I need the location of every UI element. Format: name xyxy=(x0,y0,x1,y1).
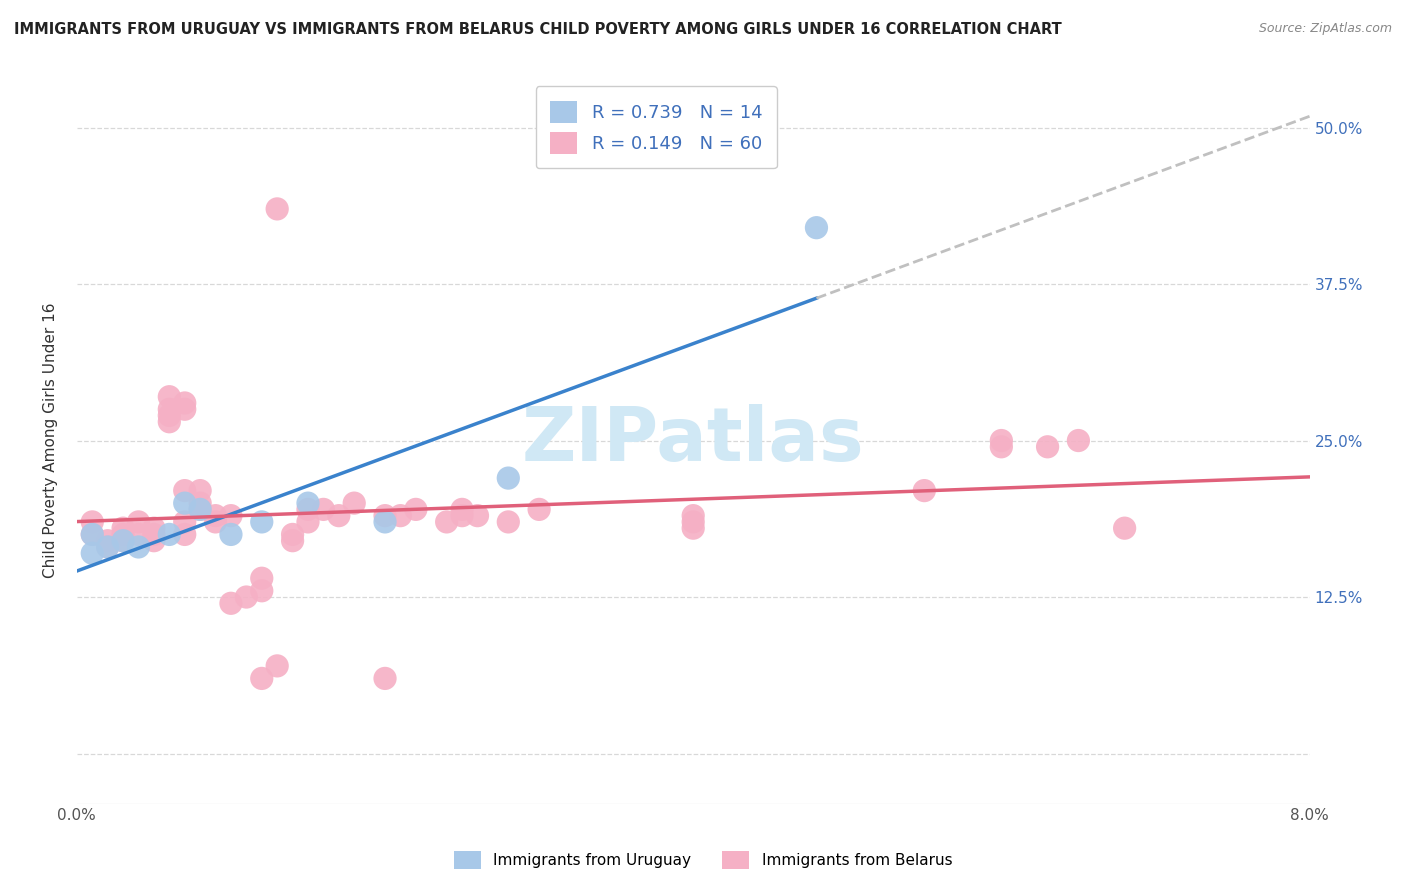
Point xyxy=(451,502,474,516)
Point xyxy=(142,527,165,541)
Point xyxy=(173,483,195,498)
Point xyxy=(219,527,242,541)
Point xyxy=(188,496,211,510)
Point xyxy=(250,583,273,598)
Text: ZIPatlas: ZIPatlas xyxy=(522,404,865,477)
Point xyxy=(467,508,489,523)
Point xyxy=(297,515,319,529)
Point xyxy=(157,402,180,417)
Point xyxy=(188,502,211,516)
Point xyxy=(128,515,150,529)
Point xyxy=(682,508,704,523)
Point xyxy=(312,502,335,516)
Point xyxy=(266,659,288,673)
Point xyxy=(219,508,242,523)
Point xyxy=(405,502,427,516)
Point xyxy=(173,496,195,510)
Point xyxy=(297,496,319,510)
Point xyxy=(128,540,150,554)
Point xyxy=(374,672,396,686)
Point xyxy=(142,533,165,548)
Point xyxy=(1067,434,1090,448)
Point xyxy=(1036,440,1059,454)
Point xyxy=(266,202,288,216)
Point xyxy=(157,409,180,423)
Point xyxy=(173,515,195,529)
Point xyxy=(204,508,226,523)
Point xyxy=(281,527,304,541)
Point xyxy=(157,527,180,541)
Point xyxy=(1114,521,1136,535)
Point xyxy=(527,502,550,516)
Point xyxy=(343,496,366,510)
Point xyxy=(82,527,104,541)
Point xyxy=(82,515,104,529)
Point xyxy=(112,527,135,541)
Point xyxy=(97,540,120,554)
Legend: Immigrants from Uruguay, Immigrants from Belarus: Immigrants from Uruguay, Immigrants from… xyxy=(447,845,959,875)
Point xyxy=(188,483,211,498)
Point xyxy=(498,515,520,529)
Point xyxy=(173,402,195,417)
Point xyxy=(374,515,396,529)
Point xyxy=(82,546,104,560)
Point xyxy=(112,533,135,548)
Point xyxy=(806,220,828,235)
Point xyxy=(436,515,458,529)
Point xyxy=(682,521,704,535)
Point xyxy=(97,533,120,548)
Point xyxy=(82,527,104,541)
Point xyxy=(328,508,350,523)
Point xyxy=(97,540,120,554)
Point xyxy=(219,596,242,610)
Point xyxy=(990,434,1012,448)
Y-axis label: Child Poverty Among Girls Under 16: Child Poverty Among Girls Under 16 xyxy=(44,302,58,578)
Text: IMMIGRANTS FROM URUGUAY VS IMMIGRANTS FROM BELARUS CHILD POVERTY AMONG GIRLS UND: IMMIGRANTS FROM URUGUAY VS IMMIGRANTS FR… xyxy=(14,22,1062,37)
Point xyxy=(281,533,304,548)
Point xyxy=(112,533,135,548)
Point xyxy=(173,527,195,541)
Text: Source: ZipAtlas.com: Source: ZipAtlas.com xyxy=(1258,22,1392,36)
Legend: R = 0.739   N = 14, R = 0.149   N = 60: R = 0.739 N = 14, R = 0.149 N = 60 xyxy=(536,87,776,169)
Point xyxy=(451,508,474,523)
Point xyxy=(250,571,273,585)
Point xyxy=(990,440,1012,454)
Point xyxy=(498,471,520,485)
Point xyxy=(157,390,180,404)
Point xyxy=(297,502,319,516)
Point xyxy=(250,672,273,686)
Point xyxy=(682,515,704,529)
Point xyxy=(235,590,257,604)
Point xyxy=(128,527,150,541)
Point xyxy=(112,521,135,535)
Point xyxy=(188,502,211,516)
Point xyxy=(204,515,226,529)
Point xyxy=(250,515,273,529)
Point xyxy=(157,415,180,429)
Point xyxy=(173,396,195,410)
Point xyxy=(374,508,396,523)
Point xyxy=(912,483,935,498)
Point xyxy=(142,521,165,535)
Point xyxy=(389,508,412,523)
